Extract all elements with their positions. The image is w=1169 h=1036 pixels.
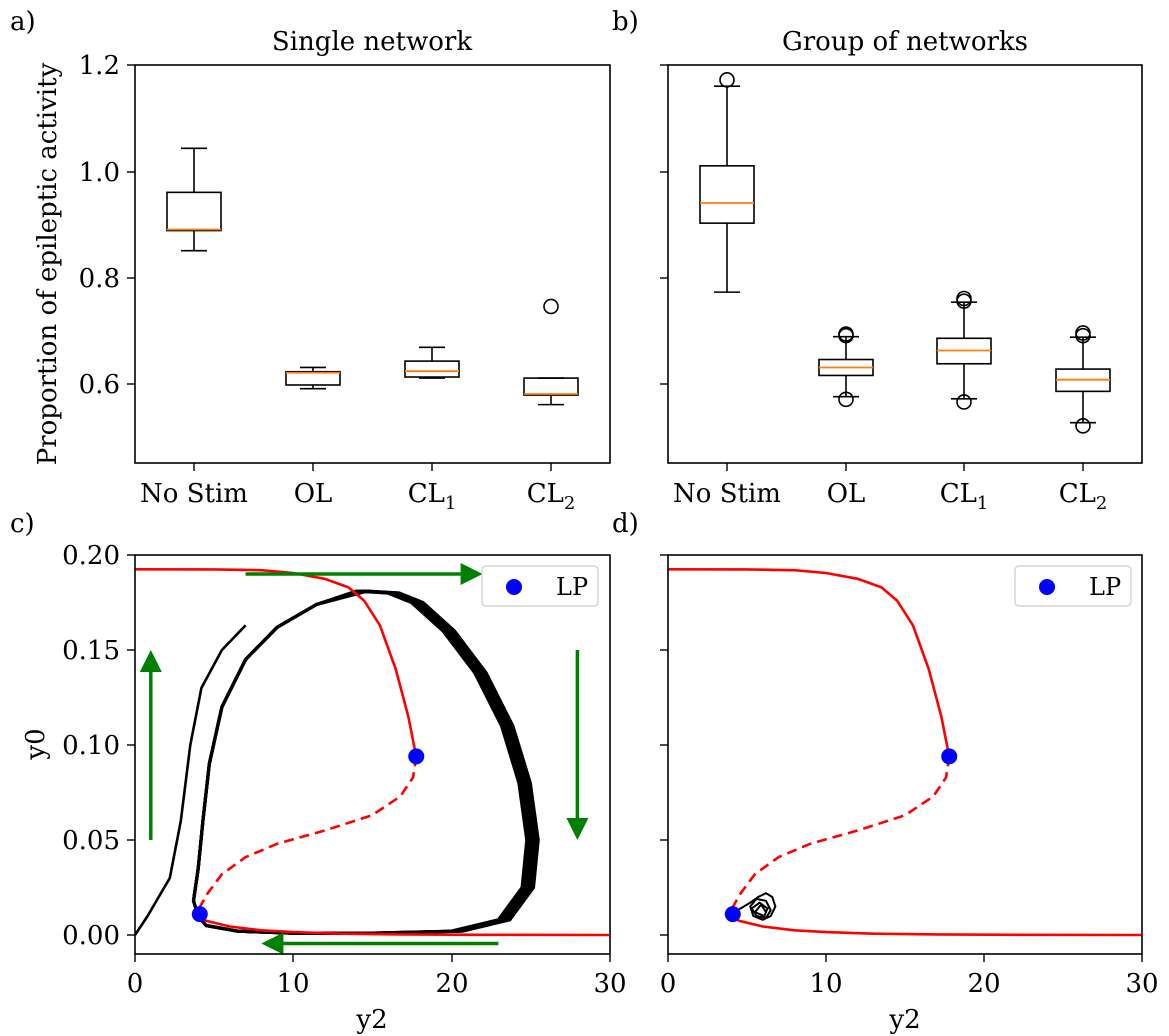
panel-c-xlabel: y2: [355, 1005, 387, 1035]
panel-c-legend-box: [481, 565, 599, 607]
panel-c-xtick-label: 20: [435, 969, 468, 999]
panel-a: Single network Proportion of epileptic a…: [33, 27, 611, 514]
panel-a-ytick-label: 1.0: [79, 158, 120, 188]
panel-a-ylabel: Proportion of epileptic activity: [33, 62, 63, 465]
panel-c-yticks: 0.00 0.05 0.10 0.15 0.20: [62, 541, 135, 951]
panel-a-xticks: No Stim OL CL1 CL2: [140, 463, 575, 514]
panel-b-yticks: [660, 64, 668, 385]
outlier-point: [956, 290, 972, 307]
stable-branch-upper: [667, 567, 951, 757]
panel-c-legend-label: LP: [556, 573, 588, 601]
limit-point-marker: [724, 906, 741, 923]
outlier-point: [838, 391, 854, 408]
panel-b-xtick-label: No Stim: [673, 479, 781, 509]
panel-d-xtick-label: 20: [967, 969, 1000, 999]
panel-b-xticks: No Stim OL CL1 CL2: [673, 463, 1107, 514]
panel-a-title: Single network: [272, 27, 472, 57]
panel-d-plot-area: [667, 567, 1143, 937]
limit-point-marker: [408, 748, 425, 765]
panel-d-xtick-label: 0: [660, 969, 677, 999]
panel-a-xtick-label: CL2: [527, 479, 576, 514]
panel-c-xtick-label: 0: [127, 969, 144, 999]
panel-d-legend-marker: [1039, 579, 1055, 595]
panel-c-ylabel: y0: [21, 728, 51, 760]
panel-label-a: a): [10, 7, 36, 37]
limit-cycle-orbit: [191, 589, 532, 935]
panel-d-legend-label: LP: [1089, 573, 1121, 601]
outlier-point: [956, 394, 972, 410]
panel-c: y0 y2 LP 0 10 20 30 0.00 0.05 0.10: [21, 541, 627, 1035]
panel-c-xtick-label: 30: [593, 969, 626, 999]
panel-a-yticks: 0.6 0.8 1.0 1.2: [79, 51, 135, 400]
outlier-point: [1075, 418, 1091, 434]
limit-cycle-orbit: [191, 589, 538, 935]
trajectory: [730, 892, 777, 921]
box-iqr: [166, 191, 222, 232]
panel-d-xtick-label: 30: [1125, 969, 1158, 999]
panel-d-xlabel: y2: [888, 1005, 920, 1035]
panel-a-plot-area: [166, 147, 579, 406]
panel-d-yticks: [660, 554, 668, 936]
outlier-point: [1075, 325, 1091, 341]
stable-branch-lower: [195, 913, 610, 937]
flow-arrow-head: [139, 650, 162, 672]
panel-c-ytick-label: 0.00: [62, 921, 120, 951]
panel-c-legend-marker: [506, 579, 522, 595]
panel-c-xticks: 0 10 20 30: [127, 954, 627, 999]
panel-c-plot-area: [133, 563, 610, 955]
panel-b-frame: [667, 64, 1143, 464]
transient-trajectory: [133, 624, 247, 936]
panel-c-ytick-label: 0.15: [62, 636, 120, 666]
outlier-point: [838, 326, 854, 342]
flow-arrow-head: [566, 818, 589, 840]
unstable-branch: [195, 756, 418, 915]
panel-a-frame: [134, 64, 611, 464]
panel-b: Group of networks No Stim OL CL1 CL2: [660, 27, 1143, 514]
box-iqr: [285, 370, 341, 386]
panel-b-xtick-label: OL: [827, 479, 866, 509]
limit-point-marker: [191, 906, 208, 923]
panel-d-xticks: 0 10 20 30: [660, 954, 1159, 999]
panel-d-xtick-label: 10: [809, 969, 842, 999]
panel-c-frame: [134, 554, 611, 955]
panel-b-xtick-label: CL2: [1059, 479, 1108, 514]
limit-point-marker: [941, 748, 958, 765]
panel-d-frame: [667, 554, 1143, 955]
panel-a-ytick-label: 1.2: [79, 51, 120, 81]
panel-d-legend: LP: [1014, 565, 1132, 607]
panel-b-title: Group of networks: [782, 27, 1028, 57]
limit-cycle-orbit: [191, 589, 535, 935]
limit-cycle-orbit: [191, 589, 529, 935]
panel-a-xtick-label: CL1: [408, 479, 457, 514]
panel-c-ytick-label: 0.20: [62, 541, 120, 571]
stable-branch-upper: [134, 567, 418, 757]
box-iqr: [404, 360, 460, 378]
panel-a-ytick-label: 0.6: [79, 370, 120, 400]
panel-c-ytick-label: 0.10: [62, 731, 120, 761]
stable-branch-lower: [728, 913, 1143, 937]
panel-c-xtick-label: 10: [276, 969, 309, 999]
panel-b-xtick-label: CL1: [940, 479, 989, 514]
outlier-point: [543, 298, 559, 315]
flow-arrow-head: [261, 932, 284, 955]
panel-label-d: d): [612, 509, 639, 539]
panel-a-xtick-label: No Stim: [140, 479, 248, 509]
panel-b-plot-area: [699, 72, 1111, 434]
box-iqr: [699, 165, 755, 224]
panel-c-ytick-label: 0.05: [62, 826, 120, 856]
limit-cycle-orbit: [191, 589, 540, 935]
panel-label-b: b): [612, 7, 639, 37]
panel-label-c: c): [10, 509, 35, 539]
panel-c-legend: LP: [481, 565, 599, 607]
panel-a-xtick-label: OL: [294, 479, 333, 509]
outlier-point: [719, 72, 735, 88]
flow-arrow-head: [460, 563, 483, 585]
panel-a-ytick-label: 0.8: [79, 264, 120, 294]
unstable-branch: [728, 756, 951, 915]
panel-d-legend-box: [1014, 565, 1132, 607]
box-iqr: [523, 377, 579, 396]
panel-d: y2 LP 0 10 20 30: [660, 554, 1159, 1035]
